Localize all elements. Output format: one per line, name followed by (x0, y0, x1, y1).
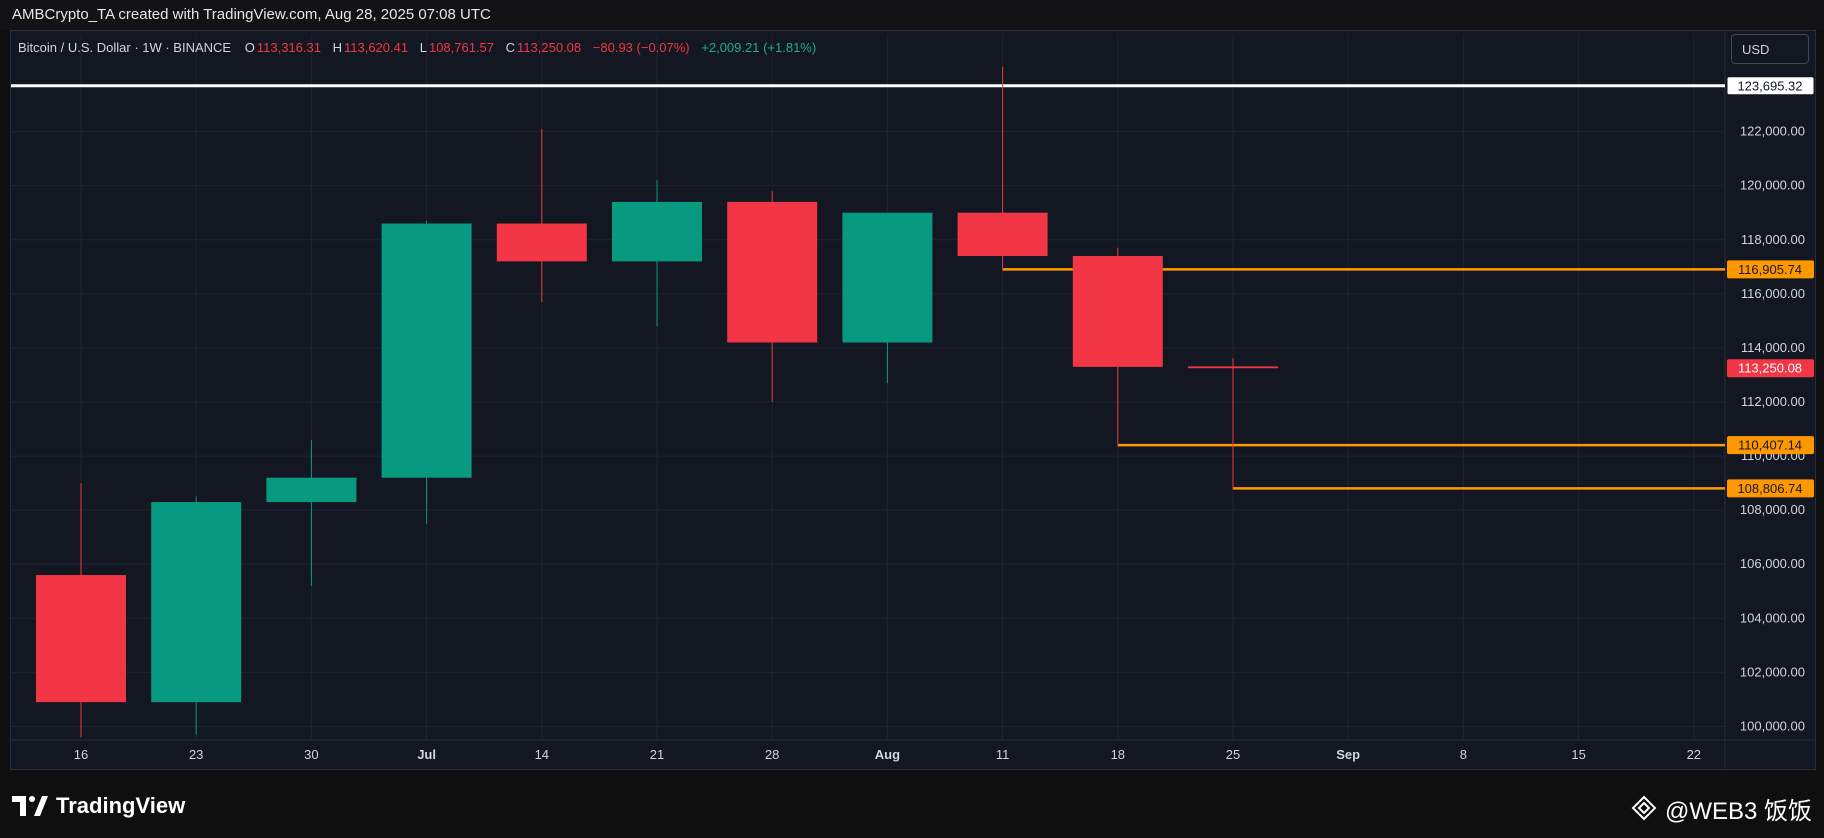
chart-caption: AMBCrypto_TA created with TradingView.co… (0, 0, 1824, 30)
candle-body[interactable] (381, 223, 472, 478)
level-price-tag-text: 110,407.14 (1738, 438, 1802, 453)
candle-body[interactable] (1072, 255, 1163, 367)
currency-button[interactable]: USD (1731, 34, 1809, 64)
ath-price-tag-text: 123,695.32 (1737, 78, 1802, 93)
y-tick-label: 108,000.00 (1740, 502, 1805, 517)
tradingview-logo-icon (12, 796, 48, 816)
candle-body[interactable] (36, 575, 126, 703)
secondary-change: +2,009.21 (+1.81%) (701, 40, 817, 55)
candle-body[interactable] (612, 201, 702, 262)
close-value: 113,250.08 (517, 40, 582, 55)
tradingview-brand-text: TradingView (56, 793, 186, 818)
open-value: 113,316.31 (256, 40, 321, 55)
close-key: C (505, 40, 516, 55)
y-tick-label: 112,000.00 (1741, 394, 1805, 409)
x-tick-label: 16 (74, 747, 88, 762)
watermark: @WEB3 饭饭 (1631, 792, 1812, 825)
low-key: L (419, 40, 427, 55)
ath-price-tag (1726, 76, 1815, 96)
y-tick-label: 104,000.00 (1740, 610, 1805, 625)
price-change: −80.93 (−0.07%) (592, 40, 690, 55)
y-tick-label: 122,000.00 (1740, 124, 1805, 139)
candle-body[interactable] (151, 502, 242, 703)
x-tick-label: 25 (1226, 747, 1240, 762)
candle-body[interactable] (957, 212, 1048, 256)
level-price-tag (1727, 479, 1814, 498)
high-key: H (332, 40, 342, 55)
last-price-tag (1727, 359, 1814, 378)
x-tick-label: Sep (1336, 747, 1360, 762)
symbol-legend: Bitcoin / U.S. Dollar · 1W · BINANCE O 11… (18, 38, 818, 58)
x-tick-label: Jul (417, 747, 436, 762)
x-tick-label: 21 (650, 747, 664, 762)
x-tick-label: 30 (304, 747, 318, 762)
x-tick-label: 18 (1111, 747, 1125, 762)
binance-diamond-icon (1631, 795, 1657, 821)
level-price-tag (1727, 436, 1814, 455)
x-tick-label: 8 (1460, 747, 1467, 762)
candle-body[interactable] (266, 477, 357, 503)
x-tick-label: 23 (189, 747, 203, 762)
x-tick-label: 11 (996, 747, 1010, 762)
y-tick-label: 100,000.00 (1740, 718, 1805, 733)
level-price-tag (1727, 260, 1814, 279)
open-key: O (244, 40, 255, 55)
y-tick-label: 116,000.00 (1741, 286, 1805, 301)
candle-body[interactable] (842, 212, 933, 343)
y-tick-label: 102,000.00 (1740, 664, 1805, 679)
x-tick-label: 15 (1571, 747, 1585, 762)
high-value: 113,620.41 (343, 40, 409, 55)
x-tick-label: 28 (765, 747, 779, 762)
candle-body[interactable] (496, 223, 587, 262)
low-value: 108,761.57 (428, 40, 495, 55)
symbol-title: Bitcoin / U.S. Dollar · 1W · BINANCE (18, 40, 232, 55)
last-price-tag-text: 113,250.08 (1738, 361, 1802, 376)
x-tick-label: 22 (1687, 747, 1701, 762)
y-tick-label: 120,000.00 (1740, 178, 1805, 193)
watermark-text: @WEB3 饭饭 (1664, 797, 1812, 825)
candle-body[interactable] (1188, 366, 1278, 369)
level-price-tag-text: 116,905.74 (1738, 262, 1802, 277)
y-tick-label: 114,000.00 (1741, 340, 1805, 355)
x-tick-label: Aug (875, 747, 900, 762)
candle-body[interactable] (727, 201, 818, 343)
x-tick-label: 14 (535, 747, 549, 762)
level-price-tag-text: 108,806.74 (1737, 481, 1802, 496)
y-tick-label: 106,000.00 (1740, 556, 1805, 571)
footer (0, 770, 1824, 838)
tradingview-logo[interactable]: TradingView (12, 792, 185, 820)
y-tick-label: 118,000.00 (1741, 232, 1805, 247)
